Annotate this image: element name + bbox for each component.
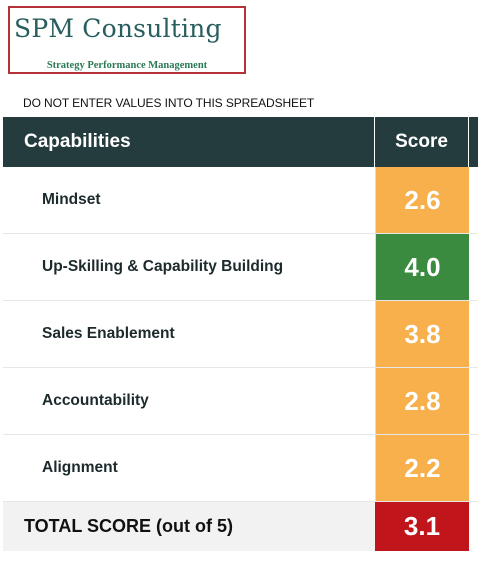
capability-label: Mindset bbox=[42, 191, 101, 208]
logo-title: SPM Consulting bbox=[14, 14, 222, 43]
total-label: TOTAL SCORE (out of 5) bbox=[24, 516, 233, 536]
row-edge bbox=[469, 502, 478, 551]
capability-label: Up-Skilling & Capability Building bbox=[42, 258, 284, 275]
score-cell: 2.6 bbox=[375, 167, 469, 233]
row-edge bbox=[469, 301, 478, 367]
row-edge bbox=[469, 435, 478, 501]
row-edge bbox=[469, 167, 478, 233]
total-row[interactable]: TOTAL SCORE (out of 5) 3.1 bbox=[3, 502, 478, 551]
row-edge bbox=[469, 368, 478, 434]
table-row[interactable]: Alignment 2.2 bbox=[3, 435, 478, 502]
header-capabilities: Capabilities bbox=[3, 117, 375, 167]
capability-label: Sales Enablement bbox=[42, 325, 175, 342]
score-cell: 2.2 bbox=[375, 435, 469, 501]
header-edge bbox=[469, 117, 478, 167]
score-table: Capabilities Score Mindset 2.6 Up-Skilli… bbox=[3, 117, 478, 551]
row-edge bbox=[469, 234, 478, 300]
header-score: Score bbox=[375, 117, 469, 167]
warning-text: DO NOT ENTER VALUES INTO THIS SPREADSHEE… bbox=[23, 96, 315, 110]
total-score-cell: 3.1 bbox=[375, 502, 469, 551]
capability-label: Accountability bbox=[42, 392, 149, 409]
logo-subtitle: Strategy Performance Management bbox=[8, 60, 246, 71]
table-row[interactable]: Mindset 2.6 bbox=[3, 167, 478, 234]
logo-subtitle-text: Strategy Performance Management bbox=[42, 60, 212, 71]
capability-label: Alignment bbox=[42, 459, 118, 476]
score-cell: 2.8 bbox=[375, 368, 469, 434]
table-row[interactable]: Sales Enablement 3.8 bbox=[3, 301, 478, 368]
table-row[interactable]: Up-Skilling & Capability Building 4.0 bbox=[3, 234, 478, 301]
table-row[interactable]: Accountability 2.8 bbox=[3, 368, 478, 435]
table-header: Capabilities Score bbox=[3, 117, 478, 167]
score-cell: 4.0 bbox=[375, 234, 469, 300]
score-cell: 3.8 bbox=[375, 301, 469, 367]
